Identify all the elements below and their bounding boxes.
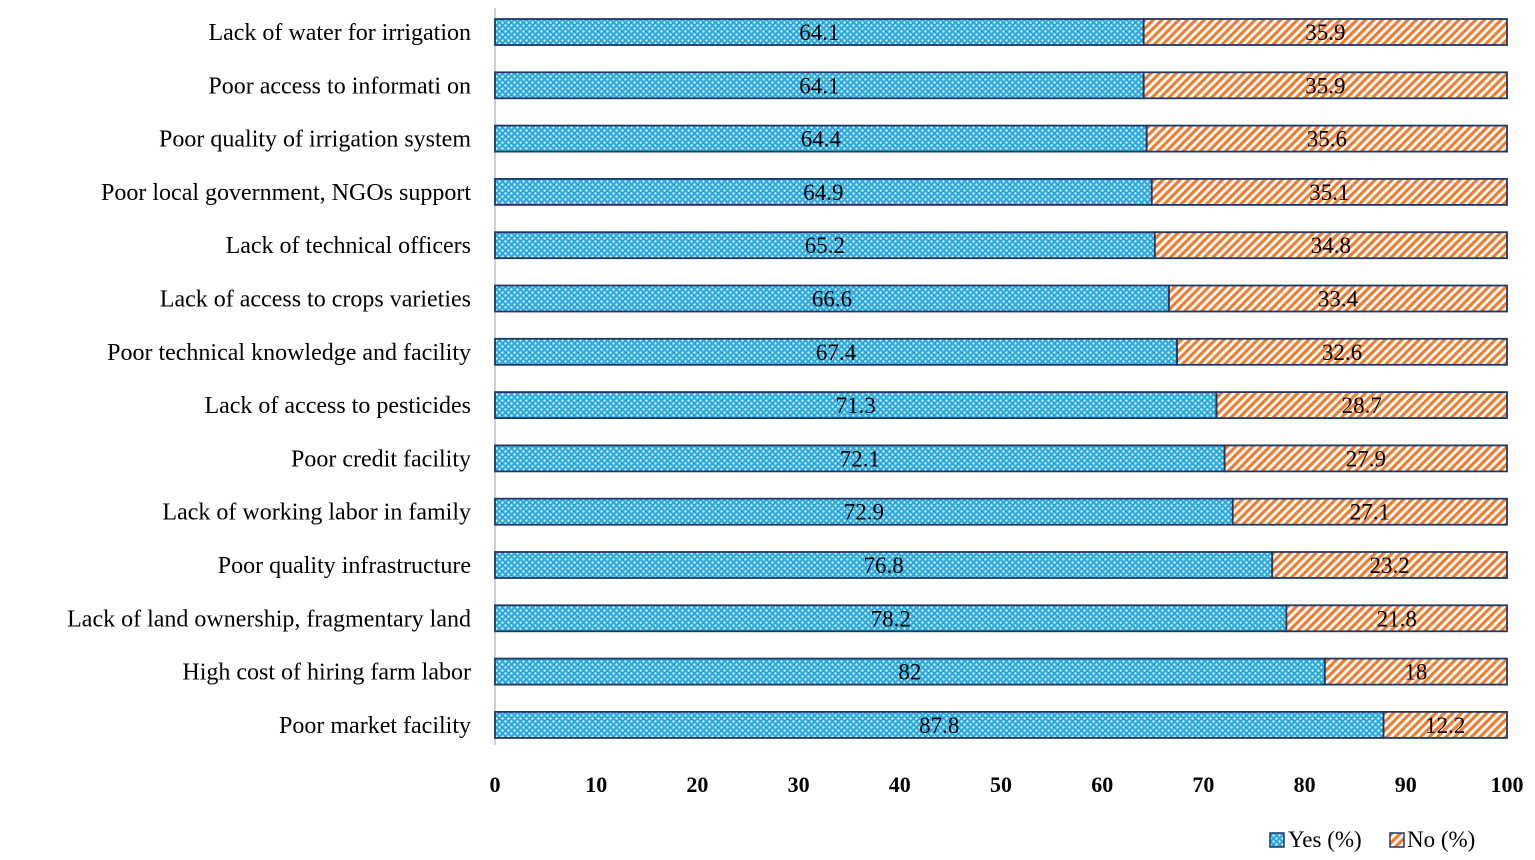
category-label: Lack of technical officers	[226, 233, 471, 259]
bar-no	[1145, 124, 1508, 153]
category-label: High cost of hiring farm labor	[182, 660, 471, 686]
data-label-no: 35.9	[1305, 20, 1345, 45]
legend: Yes (%) No (%)	[1269, 827, 1475, 852]
x-tick-label: 90	[1395, 772, 1417, 797]
bar-yes	[494, 231, 1156, 260]
category-label: Poor access to informati on	[208, 73, 471, 99]
bar-no	[1153, 231, 1508, 260]
bar-no	[1285, 604, 1508, 633]
x-tick-label: 60	[1091, 772, 1113, 797]
bar-yes	[494, 391, 1218, 420]
category-label: Lack of access to pesticides	[204, 393, 471, 419]
bar-yes	[494, 551, 1274, 579]
data-label-no: 28.7	[1342, 393, 1382, 418]
x-tick-label: 50	[990, 772, 1012, 797]
category-label: Poor quality of irrigation system	[159, 127, 471, 153]
data-label-yes: 78.2	[871, 606, 911, 631]
category-label: Lack of working labor in family	[162, 500, 471, 526]
data-label-yes: 87.8	[919, 713, 959, 738]
category-label: Poor local government, NGOs support	[101, 180, 471, 206]
category-label: Poor market facility	[279, 713, 471, 739]
bar-yes	[494, 284, 1170, 313]
bars: 64.1 35.9 64.1 35.9 64.4 35.6 64.9 35.1 65.2 34.8…	[494, 18, 1508, 739]
data-label-no: 32.6	[1322, 340, 1362, 365]
data-label-yes: 64.1	[799, 73, 839, 98]
data-label-yes: 64.1	[799, 20, 839, 45]
category-label: Poor credit facility	[291, 446, 471, 472]
bar-yes	[494, 604, 1288, 633]
legend-swatch-yes	[1269, 832, 1285, 848]
bar-no	[1176, 337, 1508, 366]
data-label-yes: 64.4	[801, 127, 842, 152]
bar-no	[1323, 657, 1508, 686]
data-label-no: 27.1	[1350, 500, 1390, 525]
bar-no	[1382, 711, 1508, 739]
category-label: Lack of water for irrigation	[208, 20, 471, 46]
x-tick-label: 40	[889, 772, 911, 797]
data-label-yes: 72.9	[844, 500, 884, 525]
data-label-yes: 71.3	[836, 393, 876, 418]
x-tick-label: 80	[1294, 772, 1316, 797]
bar-no	[1215, 391, 1508, 420]
bar-yes	[494, 497, 1234, 526]
bar-no	[1142, 18, 1508, 46]
x-tick-label: 0	[490, 772, 501, 797]
category-labels: Lack of water for irrigation Poor access …	[67, 20, 471, 739]
data-label-no: 23.2	[1369, 553, 1409, 578]
data-label-yes: 76.8	[863, 553, 903, 578]
legend-label-no: No (%)	[1407, 827, 1475, 852]
bar-no	[1223, 444, 1508, 473]
bar-yes	[494, 711, 1385, 739]
data-label-no: 35.9	[1305, 73, 1345, 98]
data-label-no: 34.8	[1311, 233, 1351, 258]
data-label-yes: 67.4	[816, 340, 857, 365]
data-label-no: 18	[1404, 660, 1427, 685]
bar-no	[1168, 284, 1508, 313]
bar-no	[1271, 551, 1508, 579]
x-tick-label: 100	[1491, 772, 1524, 797]
category-label: Lack of access to crops varieties	[160, 287, 471, 313]
data-label-yes: 64.9	[803, 180, 843, 205]
x-tick-label: 20	[686, 772, 708, 797]
data-label-no: 35.1	[1309, 180, 1349, 205]
data-label-no: 33.4	[1318, 287, 1359, 312]
legend-swatch-no	[1389, 832, 1405, 848]
data-label-no: 21.8	[1377, 606, 1417, 631]
data-label-yes: 66.6	[812, 287, 852, 312]
data-label-yes: 65.2	[805, 233, 845, 258]
bar-no	[1150, 177, 1508, 206]
data-label-yes: 72.1	[840, 446, 880, 471]
x-tick-labels: 0 10 20 30 40 50 60 70 80 90 100	[490, 772, 1524, 797]
data-label-yes: 82	[898, 660, 921, 685]
data-label-no: 12.2	[1425, 713, 1465, 738]
bar-yes	[494, 71, 1145, 100]
category-label: Poor quality infrastructure	[218, 553, 471, 579]
bar-no	[1142, 71, 1508, 100]
bar-yes	[494, 444, 1226, 473]
bar-yes	[494, 337, 1178, 366]
x-tick-label: 30	[788, 772, 810, 797]
x-tick-label: 70	[1192, 772, 1214, 797]
category-label: Poor technical knowledge and facility	[107, 340, 471, 366]
legend-label-yes: Yes (%)	[1288, 827, 1362, 852]
category-label: Lack of land ownership, fragmentary land	[67, 606, 471, 632]
x-tick-label: 10	[585, 772, 607, 797]
bar-no	[1231, 497, 1508, 526]
data-label-no: 27.9	[1346, 446, 1386, 471]
data-label-no: 35.6	[1307, 127, 1347, 152]
